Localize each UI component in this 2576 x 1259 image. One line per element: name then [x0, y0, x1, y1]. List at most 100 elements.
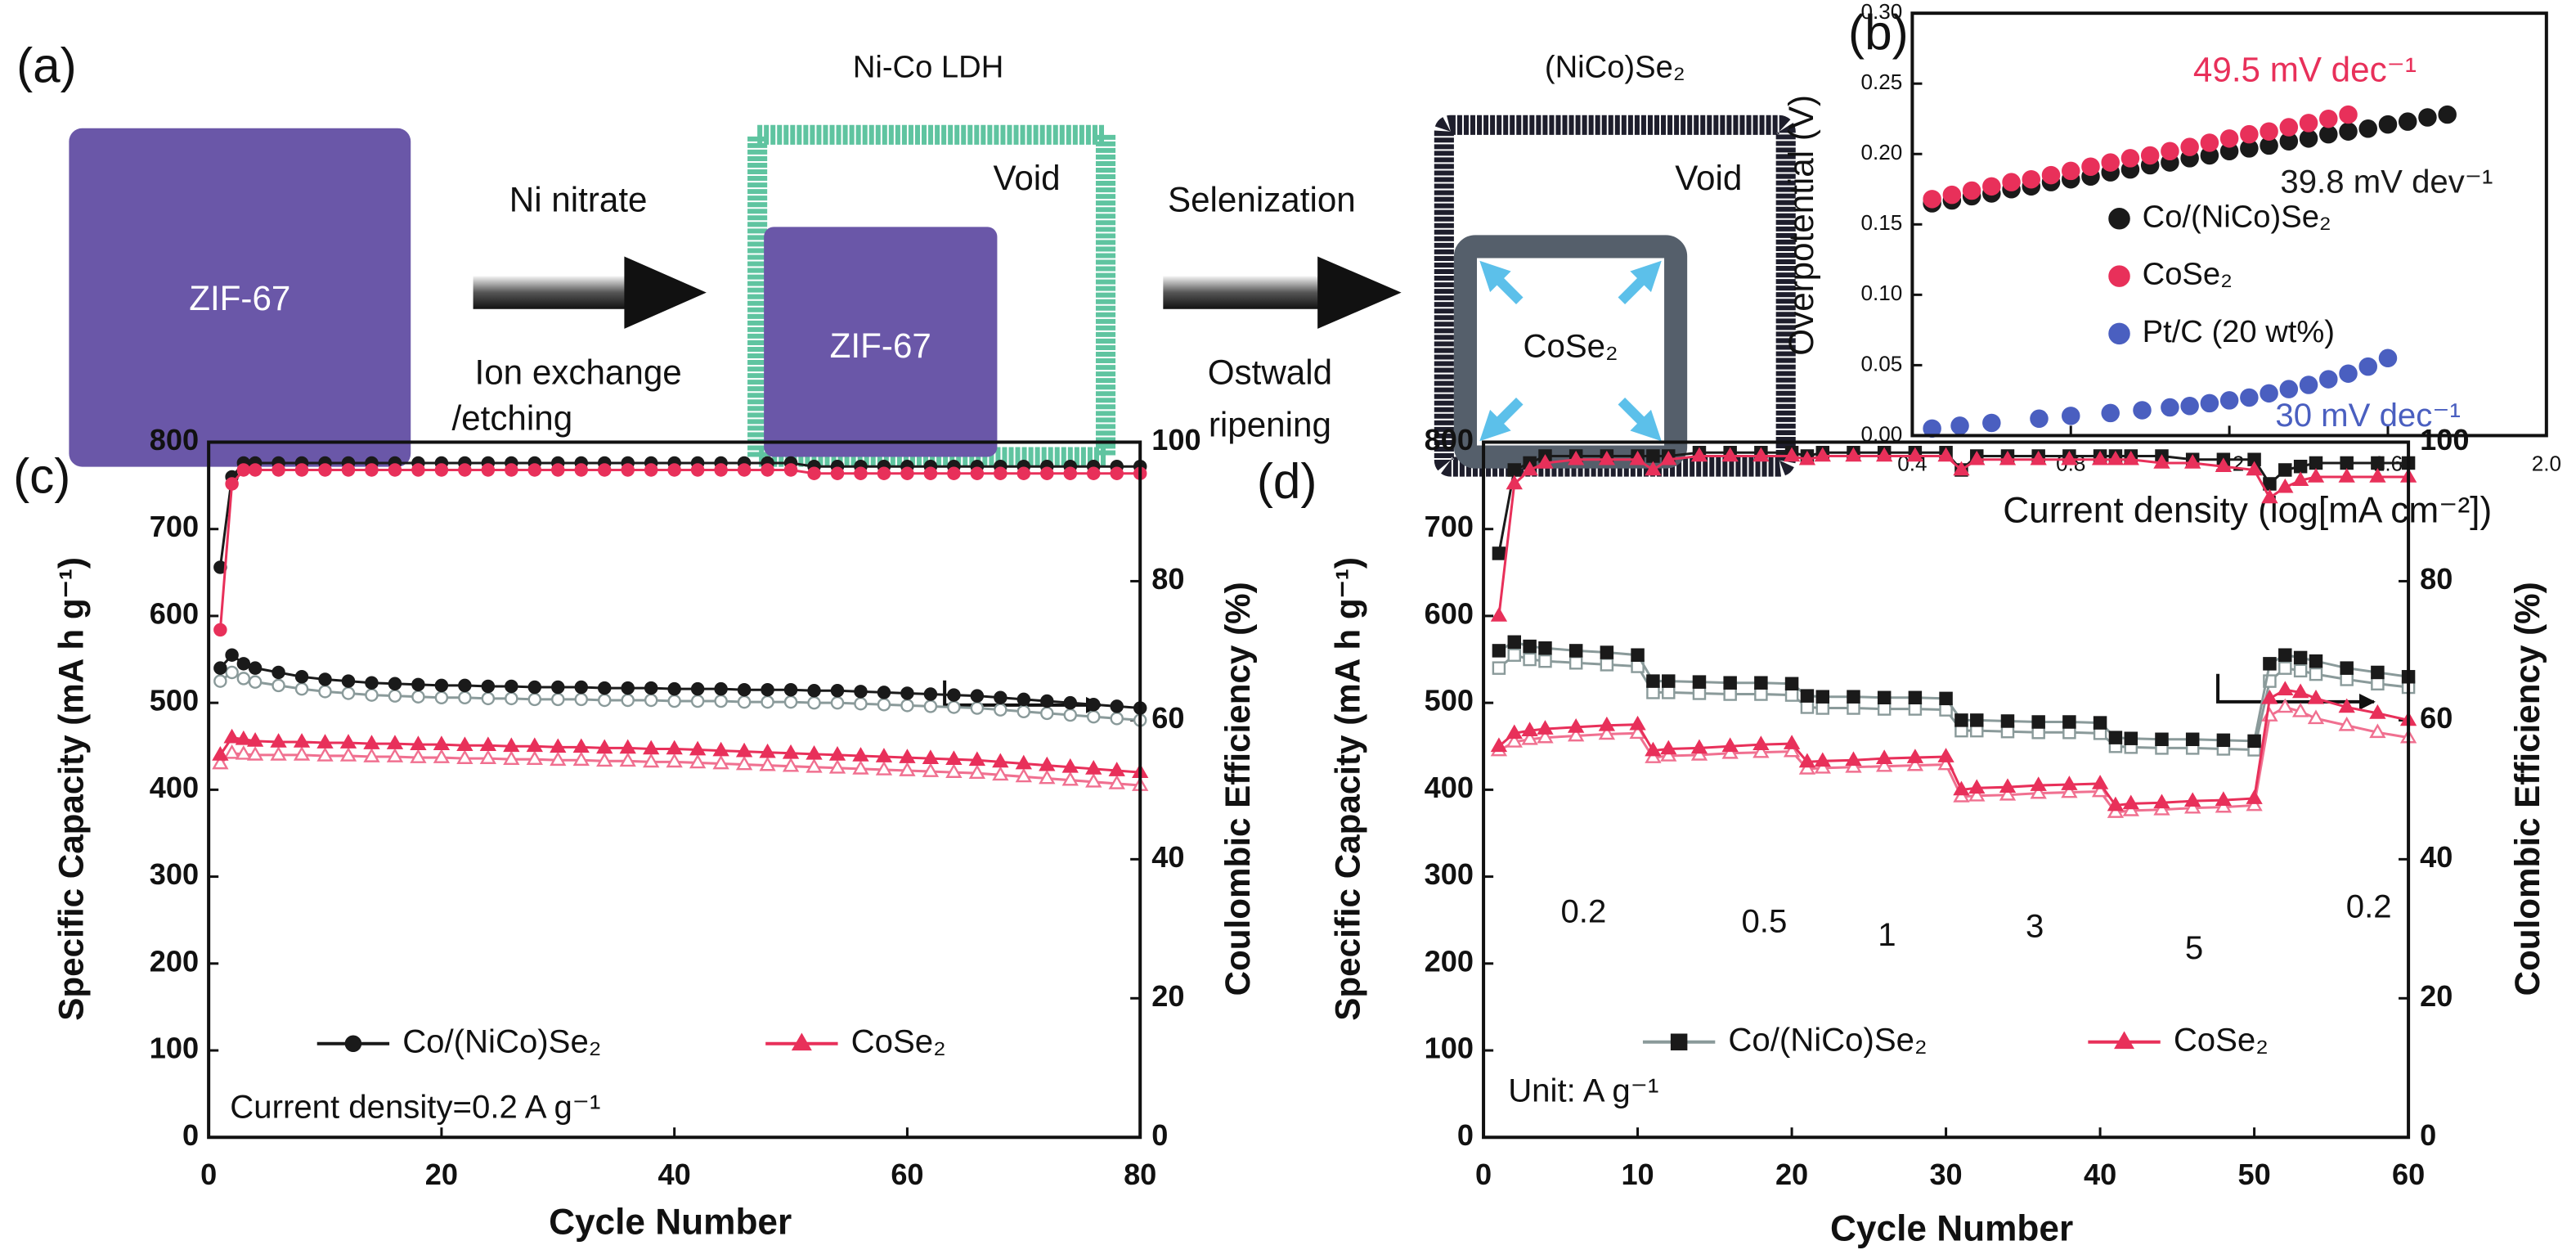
marker	[712, 741, 729, 757]
marker	[2215, 457, 2233, 473]
marker	[783, 695, 798, 709]
x-tick-label: 40	[658, 1158, 691, 1191]
marker	[225, 665, 239, 680]
panel-a: (a) ZIF-67 Ni nitrate Ion exchange /etch…	[16, 37, 1796, 477]
marker	[2278, 661, 2292, 675]
marker	[2240, 388, 2259, 407]
marker	[1567, 718, 1585, 733]
marker	[783, 463, 798, 477]
marker	[2418, 108, 2437, 127]
step-label: Ni nitrate	[509, 180, 648, 218]
marker	[505, 691, 518, 706]
marker	[1507, 635, 1521, 650]
marker	[970, 701, 985, 715]
marker	[2371, 456, 2385, 470]
marker	[223, 744, 240, 759]
y2-tick-label: 20	[2420, 979, 2453, 1013]
marker	[947, 466, 961, 480]
marker	[2378, 115, 2398, 134]
plot-area	[212, 456, 1149, 791]
marker	[1040, 694, 1054, 708]
marker	[1783, 742, 1801, 758]
marker	[1063, 695, 1078, 710]
marker	[994, 466, 1008, 480]
marker	[1662, 686, 1676, 699]
plot-area	[1490, 445, 2417, 818]
series-line	[1497, 688, 2409, 807]
marker	[1968, 450, 1986, 465]
marker	[481, 679, 496, 694]
y-tick-label: 700	[1425, 510, 1474, 543]
marker	[2261, 488, 2278, 504]
marker	[341, 686, 356, 700]
marker	[1692, 686, 1707, 700]
marker	[1061, 771, 1079, 786]
y-tick-label: 200	[150, 944, 199, 978]
marker	[2219, 391, 2239, 410]
x-tick-label: 60	[891, 1158, 923, 1191]
marker	[2277, 681, 2294, 696]
marker	[782, 744, 800, 759]
marker	[212, 754, 229, 770]
marker	[807, 466, 821, 480]
marker	[759, 743, 776, 758]
marker	[968, 751, 986, 767]
marker	[900, 699, 914, 713]
marker	[737, 463, 752, 477]
marker	[248, 463, 263, 477]
marker	[2124, 731, 2138, 745]
marker	[272, 678, 285, 693]
plot-frame	[207, 440, 1142, 1140]
marker	[2260, 384, 2278, 403]
y-tick-label: 100	[1425, 1032, 1474, 1065]
marker	[458, 463, 472, 477]
marker	[316, 734, 334, 749]
marker	[1800, 700, 1815, 714]
marker	[1537, 454, 1554, 469]
marker	[2369, 704, 2386, 719]
marker	[270, 746, 287, 761]
marker	[1953, 788, 1970, 803]
x-axis-label: Cycle Number	[1830, 1208, 2073, 1248]
y2-tick-label: 40	[1151, 840, 1184, 874]
marker	[411, 690, 425, 704]
y-tick-label: 300	[150, 857, 199, 891]
x-tick-label: 0	[1475, 1158, 1492, 1191]
marker	[1815, 690, 1830, 704]
y-axis-label: Specific Capacity (mA h g⁻¹)	[52, 557, 91, 1021]
marker	[2114, 1031, 2135, 1050]
y-tick-label: 200	[1425, 944, 1474, 978]
y2-tick-label: 100	[2420, 423, 2469, 456]
marker	[293, 746, 311, 761]
marker	[791, 1032, 812, 1051]
marker	[1814, 758, 1831, 774]
marker	[1660, 740, 1677, 755]
marker	[854, 466, 868, 480]
marker	[1754, 687, 1768, 701]
y-tick-label: 800	[150, 423, 199, 456]
marker	[1923, 190, 1941, 209]
step-label: Ostwald	[1208, 353, 1332, 391]
marker	[2041, 165, 2061, 185]
marker	[213, 674, 227, 688]
marker	[2161, 398, 2179, 417]
marker	[2319, 124, 2338, 144]
marker	[2133, 401, 2152, 420]
marker	[2293, 663, 2308, 678]
marker	[551, 463, 565, 477]
marker	[690, 463, 705, 477]
marker	[1063, 708, 1078, 722]
marker	[619, 739, 636, 754]
marker	[2307, 689, 2325, 704]
marker	[2030, 409, 2049, 429]
marker	[505, 679, 518, 694]
step-label: Selenization	[1168, 180, 1356, 218]
marker	[1110, 712, 1124, 726]
marker	[1087, 698, 1101, 712]
marker	[2200, 393, 2219, 413]
marker	[1845, 447, 1862, 462]
annotation: 0.5	[1741, 903, 1787, 940]
marker	[877, 698, 891, 712]
marker	[1660, 450, 1677, 465]
marker	[434, 463, 449, 477]
